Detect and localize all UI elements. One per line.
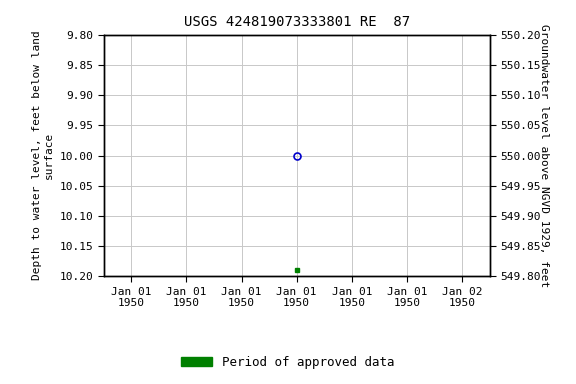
Title: USGS 424819073333801 RE  87: USGS 424819073333801 RE 87 [184,15,410,29]
Legend: Period of approved data: Period of approved data [176,351,400,374]
Y-axis label: Groundwater level above NGVD 1929, feet: Groundwater level above NGVD 1929, feet [539,24,549,287]
Y-axis label: Depth to water level, feet below land
surface: Depth to water level, feet below land su… [32,31,54,280]
